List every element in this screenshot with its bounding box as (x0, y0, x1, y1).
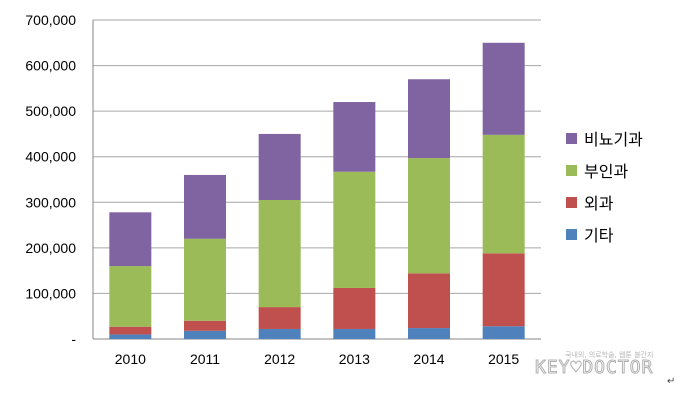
y-tick-label: - (71, 331, 76, 347)
x-tick-label: 2011 (190, 351, 220, 367)
y-tick-label: 500,000 (25, 103, 76, 119)
bars (109, 42, 525, 339)
bar-segment (258, 328, 301, 339)
bar-segment (482, 42, 525, 135)
bar-segment (109, 266, 152, 327)
bar-segment (482, 326, 525, 339)
bar-segment (109, 326, 152, 335)
bar-segment (408, 79, 450, 159)
y-tick-label: 100,000 (25, 285, 76, 301)
legend-swatch (566, 165, 577, 176)
legend-label: 외과 (584, 194, 614, 213)
legend-swatch (566, 197, 577, 208)
bar-segment (258, 200, 301, 308)
x-tick-label: 2014 (413, 351, 444, 367)
bar-segment (109, 334, 152, 339)
bar-segment (184, 238, 226, 321)
x-tick-label: 2015 (488, 351, 519, 367)
y-tick-label: 200,000 (25, 240, 76, 256)
watermark-subtitle: 국내외, 의료학술, 웹툰 블간지 (565, 351, 654, 359)
gridlines (92, 19, 541, 340)
legend-swatch (566, 133, 577, 144)
bar-segment (482, 134, 525, 254)
legend-label: 비뇨기과 (584, 130, 643, 149)
legend-label: 기타 (584, 226, 614, 245)
y-tick-label: 600,000 (25, 58, 76, 74)
x-tick-label: 2012 (264, 351, 295, 367)
bar-segment (333, 171, 376, 288)
y-tick-label: 300,000 (25, 194, 76, 210)
y-axis-ticks: - 100,000 200,000 300,000 400,000 500,000 600,… (25, 12, 76, 347)
bar-segment (184, 174, 226, 239)
bar-segment (408, 158, 450, 274)
return-mark: ↵ (667, 376, 676, 387)
legend-swatch (566, 229, 577, 240)
watermark-text: KEY♥DOCTOR (534, 357, 654, 379)
x-tick-label: 2013 (339, 351, 370, 367)
bar-segment (408, 273, 450, 329)
bar-segment (184, 330, 226, 339)
bar-segment (333, 102, 376, 172)
bar-segment (258, 307, 301, 329)
watermark-logo: 국내외, 의료학술, 웹툰 블간지 KEY♥DOCTOR (534, 350, 675, 380)
bar-segment (333, 328, 376, 339)
bar-segment (333, 287, 376, 329)
bar-segment (482, 253, 525, 327)
bar-segment (109, 212, 152, 267)
legend-label: 부인과 (584, 162, 628, 181)
y-tick-label: 400,000 (25, 149, 76, 165)
y-tick-label: 700,000 (25, 12, 76, 28)
bar-segment (408, 328, 450, 339)
x-tick-label: 2010 (115, 351, 146, 367)
bar-segment (258, 133, 301, 201)
bar-segment (184, 320, 226, 331)
x-axis-ticks: 2010 2011 2012 2013 2014 2015 (115, 351, 520, 367)
